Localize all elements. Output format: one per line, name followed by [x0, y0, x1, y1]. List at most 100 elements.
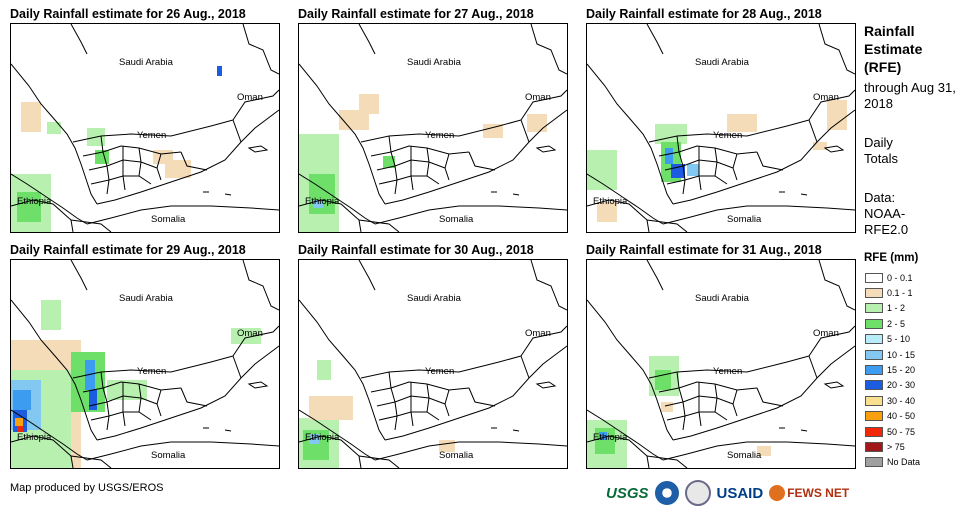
fews-globe-icon: [769, 485, 786, 501]
legend-swatch: [865, 318, 883, 329]
label-oman: Oman: [237, 328, 263, 339]
rain-patch: [339, 110, 369, 130]
legend-item: 50 - 75: [865, 424, 920, 439]
rain-patch: [85, 360, 95, 390]
rain-patch: [665, 148, 673, 164]
label-yemen: Yemen: [713, 366, 743, 377]
rain-patch: [15, 418, 23, 426]
legend-item: 40 - 50: [865, 409, 920, 424]
legend-item: No Data: [865, 455, 920, 470]
legend-item: 10 - 15: [865, 347, 920, 362]
credit-text: Map produced by USGS/EROS: [10, 482, 164, 494]
legend-item-label: > 75: [887, 441, 905, 452]
rainfall-map-2: Saudi Arabia Oman Yemen Ethiopia Somalia: [298, 23, 568, 233]
rainfall-map-5: Saudi Arabia Oman Yemen Ethiopia Somalia: [298, 259, 568, 469]
rain-patch: [13, 390, 31, 410]
legend-item-label: 20 - 30: [887, 380, 916, 391]
legend-swatch: [865, 395, 883, 406]
legend-data-source: Data: NOAA-RFE2.0: [864, 190, 909, 237]
rainfall-map-4: Saudi Arabia Oman Yemen Ethiopia Somalia: [10, 259, 280, 469]
label-somalia: Somalia: [439, 214, 474, 225]
rain-patch: [17, 426, 23, 432]
rain-patch: [587, 150, 617, 190]
legend-item-label: 30 - 40: [887, 395, 916, 406]
label-somalia: Somalia: [439, 450, 474, 461]
label-somalia: Somalia: [727, 450, 762, 461]
label-oman: Oman: [237, 92, 263, 103]
legend-item: 15 - 20: [865, 362, 920, 377]
label-somalia: Somalia: [151, 214, 186, 225]
legend-item-label: 2 - 5: [887, 318, 906, 329]
legend-swatch: [865, 411, 883, 422]
rain-patch: [231, 328, 261, 344]
legend-item: 5 - 10: [865, 332, 920, 347]
rain-patch: [17, 192, 41, 222]
panel-title-3: Daily Rainfall estimate for 28 Aug., 201…: [586, 7, 822, 21]
legend-item-label: 50 - 75: [887, 426, 916, 437]
legend-item: 30 - 40: [865, 393, 920, 408]
legend-item: 0.1 - 1: [865, 285, 920, 300]
legend-item-label: No Data: [887, 457, 921, 468]
rain-patch: [813, 142, 827, 150]
legend-daily-totals: Daily Totals: [864, 135, 898, 166]
legend-swatch: [865, 303, 883, 314]
rain-patch: [661, 402, 673, 412]
rain-patch: [21, 102, 41, 132]
rain-patch: [41, 300, 61, 330]
rain-patch: [727, 114, 757, 132]
usaid-logo: USAID: [716, 484, 764, 502]
rain-patch: [527, 114, 547, 132]
rain-patch: [165, 160, 191, 178]
legend-list: 0 - 0.1 0.1 - 1 1 - 2 2 - 5 5 - 10 10 - 15 15 …: [865, 270, 920, 470]
legend-swatch: [865, 457, 883, 468]
label-saudi-arabia: Saudi Arabia: [119, 57, 173, 68]
label-oman: Oman: [813, 328, 839, 339]
label-saudi-arabia: Saudi Arabia: [695, 57, 749, 68]
rain-patch: [827, 100, 847, 130]
legend-swatch: [865, 441, 883, 452]
legend-item-label: 0 - 0.1: [887, 272, 913, 283]
rainfall-map-1: Saudi Arabia Oman Yemen Ethiopia Somalia: [10, 23, 280, 233]
legend-item: 2 - 5: [865, 316, 920, 331]
panel-title-2: Daily Rainfall estimate for 27 Aug., 201…: [298, 7, 534, 21]
legend-item: 1 - 2: [865, 301, 920, 316]
legend-swatch: [865, 380, 883, 391]
panel-title-1: Daily Rainfall estimate for 26 Aug., 201…: [10, 7, 246, 21]
panel-title-6: Daily Rainfall estimate for 31 Aug., 201…: [586, 243, 822, 257]
legend-item-label: 40 - 50: [887, 411, 916, 422]
rain-patch: [483, 124, 503, 138]
legend-swatch: [865, 426, 883, 437]
label-yemen: Yemen: [425, 130, 455, 141]
label-saudi-arabia: Saudi Arabia: [407, 293, 461, 304]
legend-swatch: [865, 288, 883, 299]
label-yemen: Yemen: [137, 366, 167, 377]
legend-swatch: [865, 365, 883, 376]
seal-logo-icon: [684, 480, 711, 506]
label-ethiopia: Ethiopia: [305, 432, 340, 443]
label-ethiopia: Ethiopia: [593, 196, 628, 207]
legend-item-label: 15 - 20: [887, 365, 916, 376]
legend-item: 0 - 0.1: [865, 270, 920, 285]
rain-patch: [687, 164, 699, 176]
map-canvas: [587, 24, 855, 232]
legend-item-label: 1 - 2: [887, 303, 906, 314]
map-canvas: [587, 260, 855, 468]
label-saudi-arabia: Saudi Arabia: [407, 57, 461, 68]
label-yemen: Yemen: [713, 130, 743, 141]
legend-item-label: 5 - 10: [887, 334, 911, 345]
panel-title-5: Daily Rainfall estimate for 30 Aug., 201…: [298, 243, 534, 257]
rain-patch: [309, 434, 319, 444]
legend-item-label: 0.1 - 1: [887, 288, 913, 299]
noaa-logo-icon: [654, 481, 679, 505]
panel-title-4: Daily Rainfall estimate for 29 Aug., 201…: [10, 243, 246, 257]
label-saudi-arabia: Saudi Arabia: [119, 293, 173, 304]
rain-patch: [655, 370, 671, 390]
legend-through: through Aug 31, 2018: [864, 80, 956, 111]
rain-patch: [89, 390, 97, 410]
fews-net-text: FEWS NET: [787, 486, 850, 500]
rain-patch: [309, 396, 353, 420]
rain-patch: [655, 124, 687, 144]
map-canvas: [11, 24, 279, 232]
map-canvas: [11, 260, 279, 468]
label-ethiopia: Ethiopia: [593, 432, 628, 443]
